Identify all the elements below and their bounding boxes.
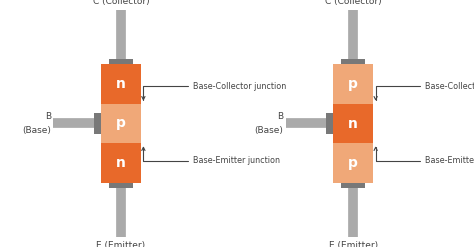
Text: Base-Collector junction: Base-Collector junction (374, 82, 474, 100)
Bar (333, 104, 373, 143)
Text: n: n (116, 77, 126, 91)
Bar (341, 59, 365, 64)
Bar (100, 143, 141, 183)
Bar (100, 104, 141, 143)
Text: (Base): (Base) (255, 126, 283, 135)
Text: Base-Collector junction: Base-Collector junction (142, 82, 286, 100)
Text: E (Emitter): E (Emitter) (328, 241, 378, 247)
Text: C (Collector): C (Collector) (325, 0, 382, 6)
Bar (109, 183, 133, 188)
Text: B: B (45, 112, 51, 121)
Text: C (Collector): C (Collector) (92, 0, 149, 6)
Bar (94, 113, 101, 134)
Bar (341, 183, 365, 188)
Text: p: p (348, 156, 358, 170)
Text: p: p (348, 77, 358, 91)
Bar (333, 64, 373, 104)
Text: n: n (348, 117, 358, 130)
Bar (326, 113, 333, 134)
Text: Base-Emitter junction: Base-Emitter junction (374, 147, 474, 165)
Text: (Base): (Base) (22, 126, 51, 135)
Text: p: p (116, 117, 126, 130)
Text: n: n (116, 156, 126, 170)
Text: Base-Emitter junction: Base-Emitter junction (142, 147, 280, 165)
Bar (109, 59, 133, 64)
Text: E (Emitter): E (Emitter) (96, 241, 146, 247)
Text: B: B (277, 112, 283, 121)
Bar (333, 143, 373, 183)
Bar (100, 64, 141, 104)
